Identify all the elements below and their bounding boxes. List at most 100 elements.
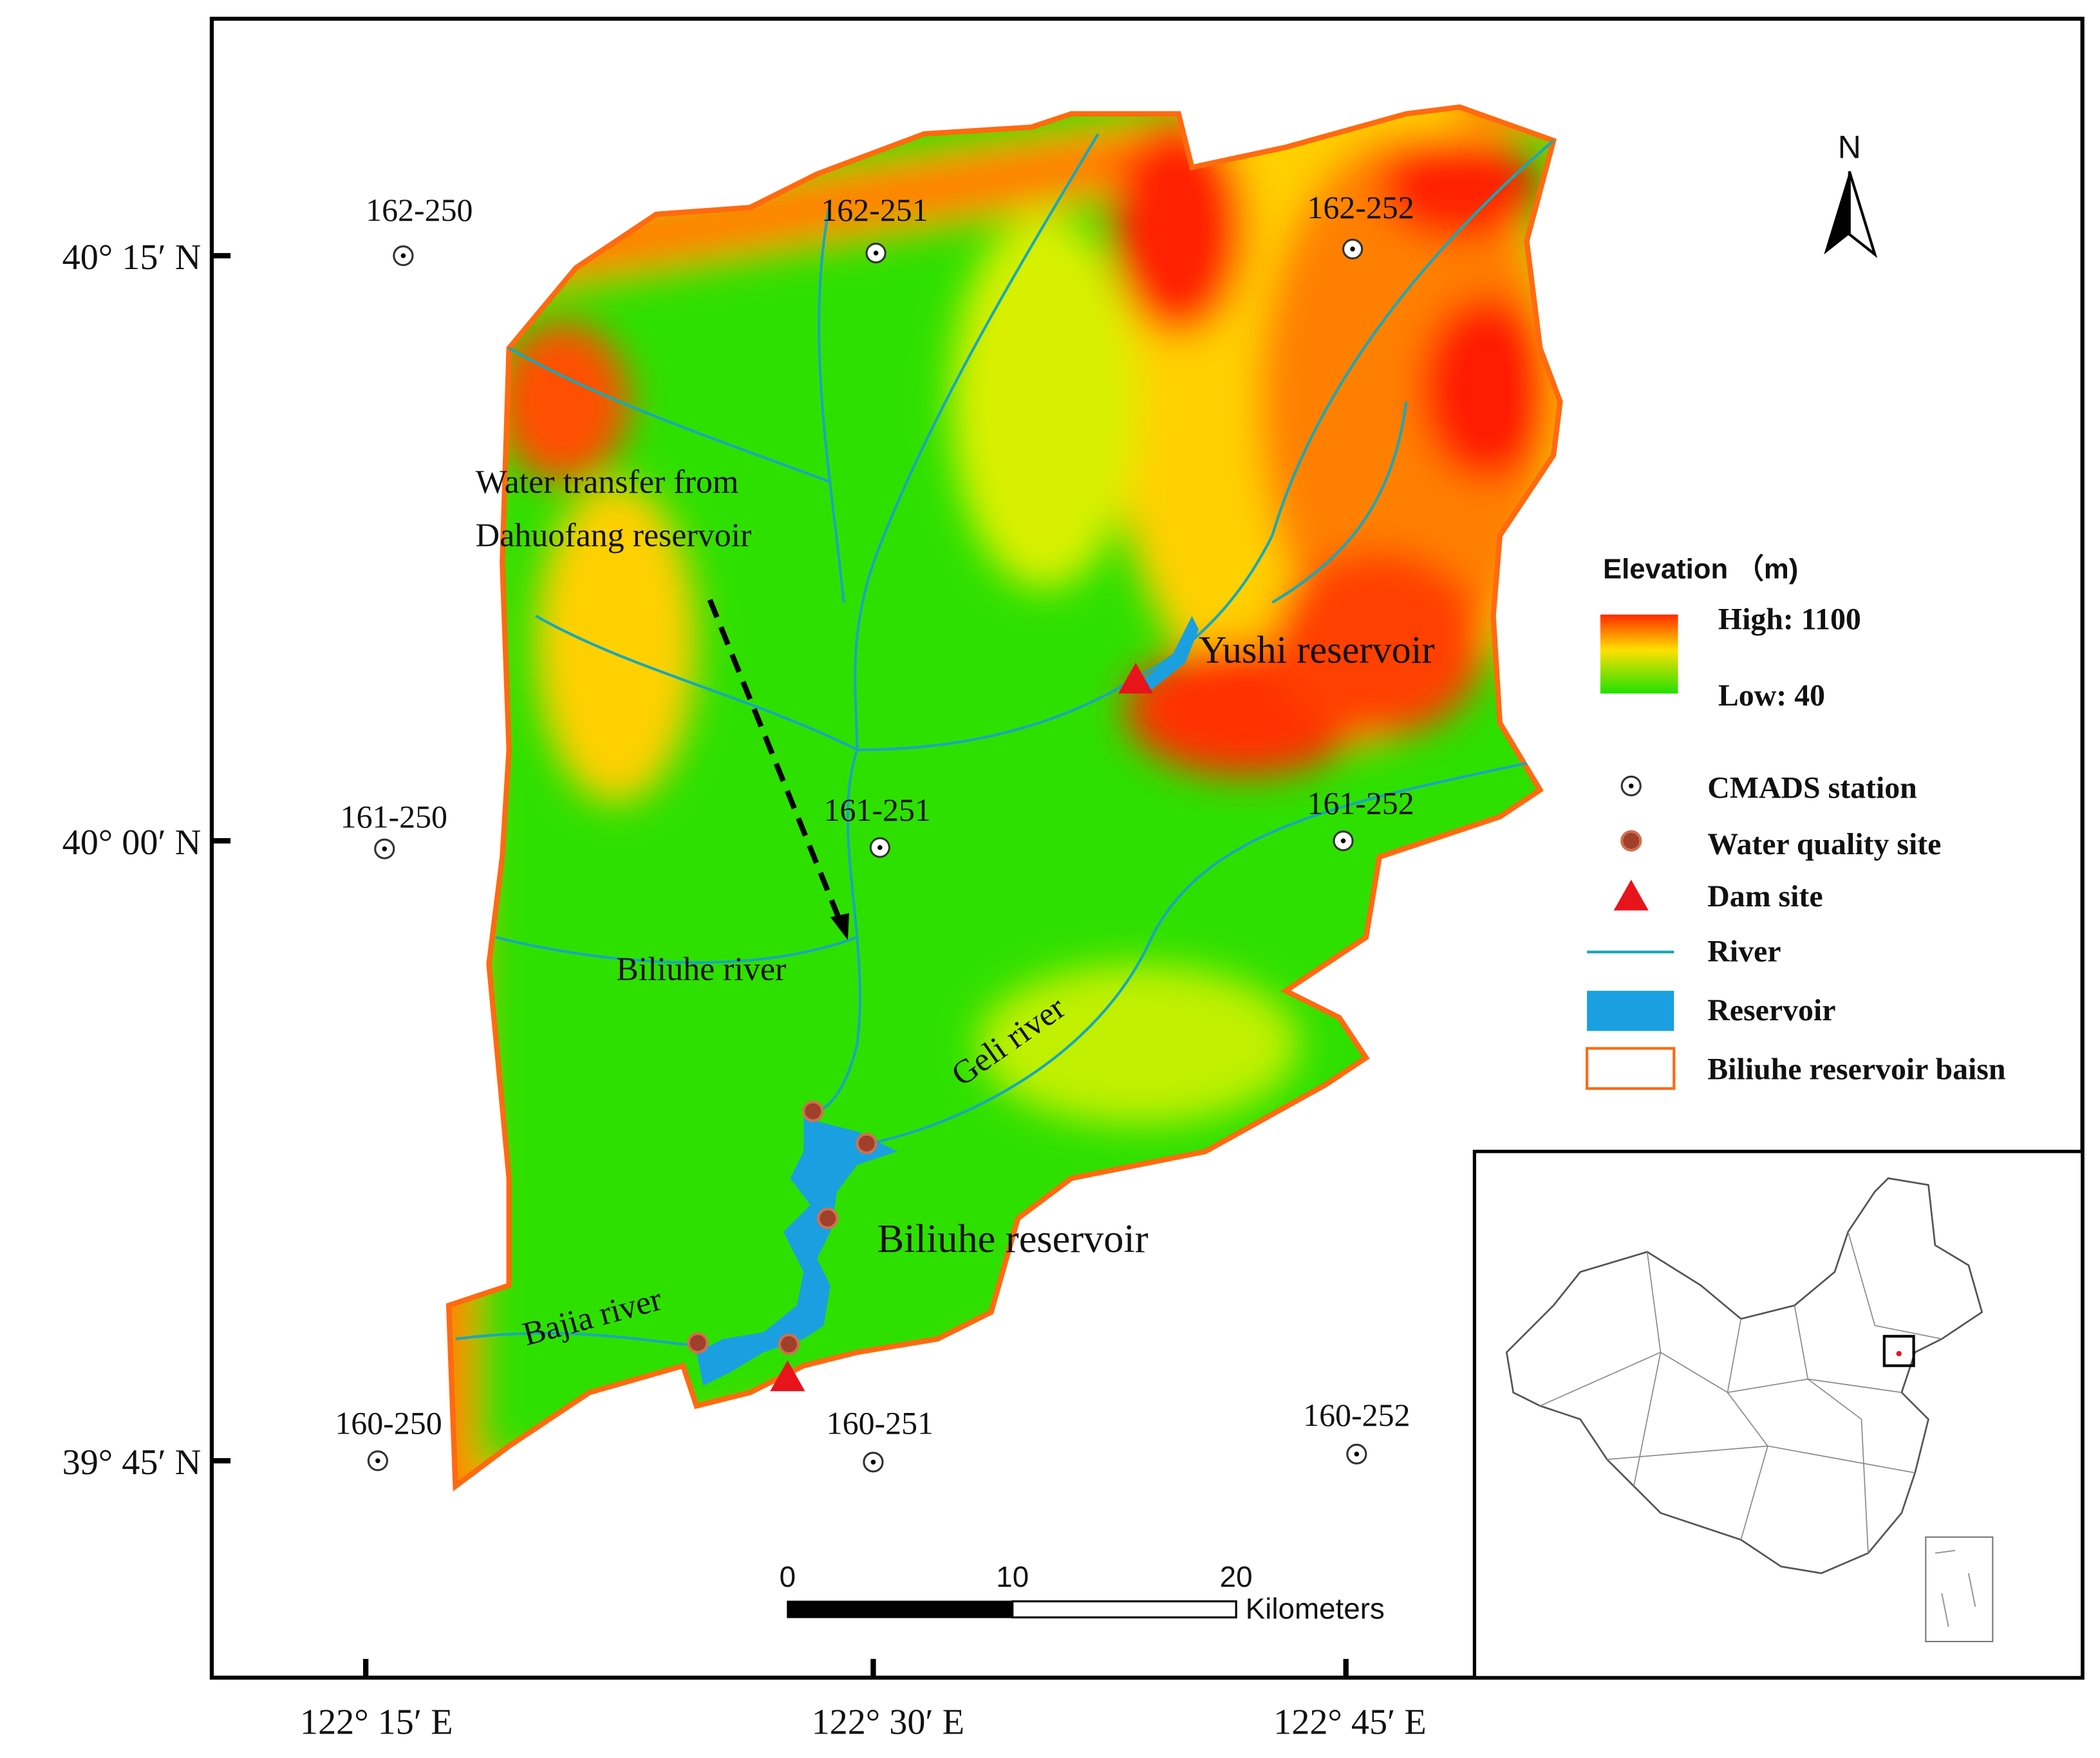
scale-segment (787, 1600, 1013, 1618)
river (508, 346, 831, 483)
inset-map (1472, 1150, 2085, 1679)
scale-label: 10 (996, 1560, 1029, 1593)
river (818, 200, 845, 603)
map-shape (495, 321, 630, 482)
study-area-marker (1896, 1351, 1902, 1357)
river (863, 762, 1527, 1146)
map-shape (1111, 120, 1246, 335)
map-shape (951, 214, 1139, 590)
legend-symbol (1620, 830, 1642, 852)
north-label: N (1838, 129, 1861, 165)
river (535, 614, 858, 751)
station-dot-center (382, 846, 387, 852)
water-quality-site (802, 1100, 824, 1123)
latitude-label: 40° 00′ N (62, 823, 202, 863)
legend: Elevation （m) High: 1100 Low: 40 CMADS s… (1585, 554, 2006, 1090)
legend-label: Water quality site (1707, 827, 1941, 861)
station: 162-251 (821, 192, 928, 264)
south-china-sea-inset (1925, 1536, 1994, 1643)
station: 160-250 (335, 1406, 442, 1472)
station-label: 162-251 (821, 192, 928, 228)
water-quality-site (817, 1208, 839, 1230)
river (495, 935, 858, 964)
river (854, 133, 1100, 750)
map-frame (209, 16, 2085, 1680)
legend-title: Elevation （m) (1603, 554, 1798, 585)
legend-label: River (1707, 934, 1781, 968)
station: 160-251 (827, 1406, 933, 1473)
scale-bar: 0 10 20 Kilometers (780, 1560, 1385, 1625)
map-shape (1272, 548, 1487, 736)
latitude-label: 39° 45′ N (62, 1443, 202, 1482)
station-dot-center (877, 845, 883, 850)
legend-label: CMADS station (1707, 771, 1917, 805)
legend-symbol (1585, 1047, 1676, 1090)
legend-symbol (1628, 783, 1634, 789)
annotation: Water transfer from (476, 463, 739, 500)
reservoir (696, 1117, 897, 1386)
station-label: 160-252 (1303, 1398, 1410, 1433)
transfer-arrow-head (830, 913, 850, 940)
reservoir (1138, 615, 1199, 690)
scale-unit: Kilometers (1246, 1593, 1385, 1625)
station-dot-center (870, 1459, 876, 1465)
station: 161-250 (341, 799, 447, 859)
station: 161-252 (1307, 786, 1414, 852)
station-dot-center (1350, 247, 1355, 252)
longitude-label: 122° 15′ E (300, 1703, 453, 1743)
annotation: Yushi reservoir (1199, 629, 1435, 672)
station: 162-250 (366, 192, 473, 267)
station-dot-center (375, 1458, 380, 1463)
map-shape (1847, 1231, 1942, 1340)
station-dot-center (400, 253, 406, 259)
legend-high: High: 1100 (1718, 603, 1861, 637)
map-shape (536, 482, 697, 803)
north-arrow (1848, 171, 1878, 258)
study-area-box (1882, 1334, 1915, 1367)
dam-site (770, 1360, 805, 1392)
water-quality-site (687, 1332, 709, 1354)
river (455, 1331, 697, 1347)
legend-low: Low: 40 (1718, 678, 1825, 713)
map-shape (1794, 1305, 1869, 1553)
map-shape (1607, 1445, 1915, 1473)
river (1271, 401, 1408, 604)
water-quality-site (856, 1132, 877, 1154)
station-label: 161-252 (1307, 786, 1414, 821)
station: 162-252 (1307, 190, 1414, 259)
legend-symbol (1587, 991, 1674, 1031)
river (814, 675, 1139, 1113)
legend-label: Reservoir (1707, 993, 1835, 1027)
map-shape (1379, 133, 1541, 241)
province-borders (1539, 1231, 1942, 1553)
water-quality-site (778, 1333, 800, 1355)
station-label: 160-251 (827, 1406, 933, 1441)
latitude-label: 40° 15′ N (62, 238, 202, 277)
scale-label: 20 (1220, 1560, 1253, 1593)
station: 161-251 (824, 792, 931, 858)
dam-site (1118, 662, 1154, 694)
station: 160-252 (1303, 1398, 1410, 1464)
north-arrow (1824, 171, 1850, 255)
legend-label: Biliuhe reservoir baisn (1707, 1052, 2005, 1086)
map-shape (1420, 294, 1554, 482)
annotation: Biliuhe reservoir (877, 1217, 1148, 1261)
graticule-ticks (211, 253, 1349, 1678)
legend-symbol (1613, 879, 1649, 911)
islands (1935, 1549, 1976, 1627)
longitude-label: 122° 45′ E (1273, 1703, 1426, 1743)
station-dot-center (873, 250, 879, 256)
station-dot-center (1354, 1452, 1360, 1457)
station-label: 162-252 (1307, 190, 1414, 225)
station-label: 161-251 (824, 792, 931, 828)
scale-label: 0 (780, 1560, 796, 1593)
stations: 162-250 162-251 162-252 161-250 161-251 … (335, 190, 1414, 1473)
map-shape (1727, 1318, 1768, 1540)
water-quality-sites (687, 1100, 877, 1355)
map-shape (977, 964, 1299, 1125)
elevation-ramp (1600, 614, 1678, 694)
station-label: 161-250 (341, 799, 447, 834)
station-label: 160-250 (335, 1406, 442, 1441)
longitude-label: 122° 30′ E (812, 1703, 964, 1743)
